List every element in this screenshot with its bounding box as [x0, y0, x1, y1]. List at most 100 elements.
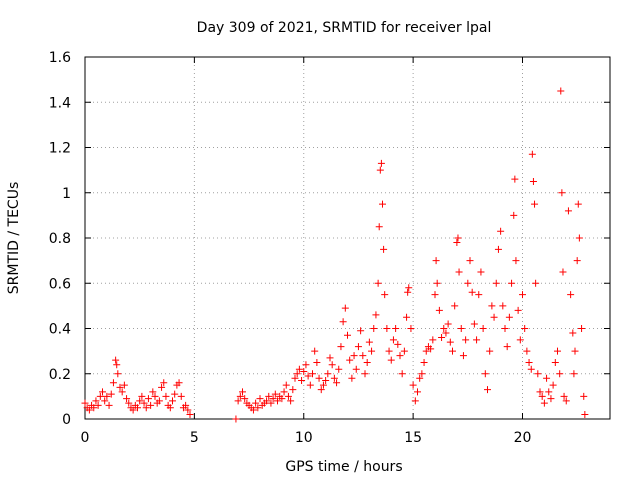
data-point — [457, 325, 465, 332]
data-point — [118, 388, 126, 396]
data-point — [352, 365, 360, 373]
data-point — [479, 325, 487, 332]
data-point — [403, 313, 411, 321]
data-point — [543, 374, 551, 382]
data-point — [380, 245, 388, 253]
data-point — [169, 397, 176, 405]
data-point — [129, 406, 137, 414]
data-point — [182, 401, 190, 409]
data-point — [265, 392, 273, 400]
data-point — [317, 386, 325, 394]
data-point — [120, 381, 128, 389]
data-point — [400, 347, 408, 355]
data-point — [319, 381, 327, 389]
data-point — [138, 392, 146, 400]
data-point — [455, 268, 463, 276]
data-point — [162, 392, 170, 400]
data-point — [175, 379, 183, 387]
data-point — [90, 404, 98, 412]
data-point — [404, 288, 412, 296]
data-point — [451, 302, 459, 310]
data-point — [350, 352, 358, 360]
y-tick-label: 0.6 — [49, 276, 71, 292]
data-point — [171, 390, 179, 398]
data-point — [581, 410, 589, 418]
data-point — [499, 302, 507, 310]
data-point — [357, 327, 365, 335]
data-point — [569, 329, 577, 337]
y-tick-label: 0.8 — [49, 231, 71, 247]
data-point — [529, 177, 537, 185]
data-point — [284, 392, 292, 400]
data-point — [379, 200, 386, 208]
y-tick-label: 0 — [62, 412, 71, 428]
data-point — [486, 347, 494, 355]
data-point — [282, 381, 290, 389]
data-point — [567, 291, 575, 299]
data-point — [433, 279, 441, 287]
data-point — [407, 325, 415, 332]
x-axis: 0 5 10 15 20 — [81, 57, 532, 446]
grid — [85, 57, 610, 419]
data-point — [322, 377, 330, 385]
data-point — [396, 352, 404, 360]
data-point — [435, 306, 443, 314]
data-point — [376, 166, 384, 174]
data-point — [374, 279, 382, 287]
x-tick-label: 15 — [404, 430, 422, 446]
data-point — [256, 395, 264, 403]
data-point — [459, 352, 467, 360]
data-point — [291, 374, 299, 382]
y-axis-label: SRMTID / TECUs — [6, 182, 22, 295]
data-point — [337, 343, 345, 351]
data-point — [151, 392, 159, 400]
data-point — [328, 361, 336, 369]
x-axis-label: GPS time / hours — [285, 459, 402, 475]
data-point — [267, 399, 275, 407]
data-point — [527, 365, 535, 373]
data-point — [92, 397, 100, 405]
data-point — [531, 200, 539, 208]
data-point — [381, 291, 389, 299]
data-point — [510, 211, 518, 219]
data-point — [186, 410, 194, 418]
data-point — [309, 370, 316, 378]
data-point — [109, 379, 117, 387]
data-point — [147, 401, 155, 409]
data-point — [335, 365, 343, 373]
data-point — [326, 354, 334, 362]
data-point — [398, 370, 406, 378]
data-point — [278, 395, 286, 403]
data-point — [177, 392, 185, 400]
data-point — [368, 347, 376, 355]
data-point — [560, 392, 568, 400]
data-point — [490, 313, 498, 321]
chart-title: Day 309 of 2021, SRMTID for receiver lpa… — [197, 20, 492, 36]
y-tick-label: 1.4 — [49, 95, 71, 111]
data-point — [521, 325, 529, 332]
data-point — [538, 392, 546, 400]
data-point — [508, 279, 516, 287]
data-point — [405, 284, 413, 292]
data-point — [573, 257, 581, 265]
data-point — [101, 397, 109, 405]
data-point — [580, 392, 588, 400]
x-tick-label: 20 — [514, 430, 532, 446]
data-point — [523, 347, 531, 355]
data-point — [440, 325, 448, 332]
data-point — [149, 388, 157, 396]
data-point — [125, 399, 133, 407]
data-point — [116, 383, 124, 391]
data-point — [416, 374, 424, 382]
data-point — [166, 404, 174, 412]
y-tick-label: 1.6 — [49, 50, 71, 66]
data-point — [370, 325, 378, 332]
data-point — [263, 397, 271, 405]
data-point — [271, 390, 279, 398]
data-point — [409, 381, 417, 389]
data-points — [81, 87, 589, 423]
data-point — [444, 320, 452, 328]
data-point — [359, 352, 367, 360]
data-point — [140, 399, 148, 407]
